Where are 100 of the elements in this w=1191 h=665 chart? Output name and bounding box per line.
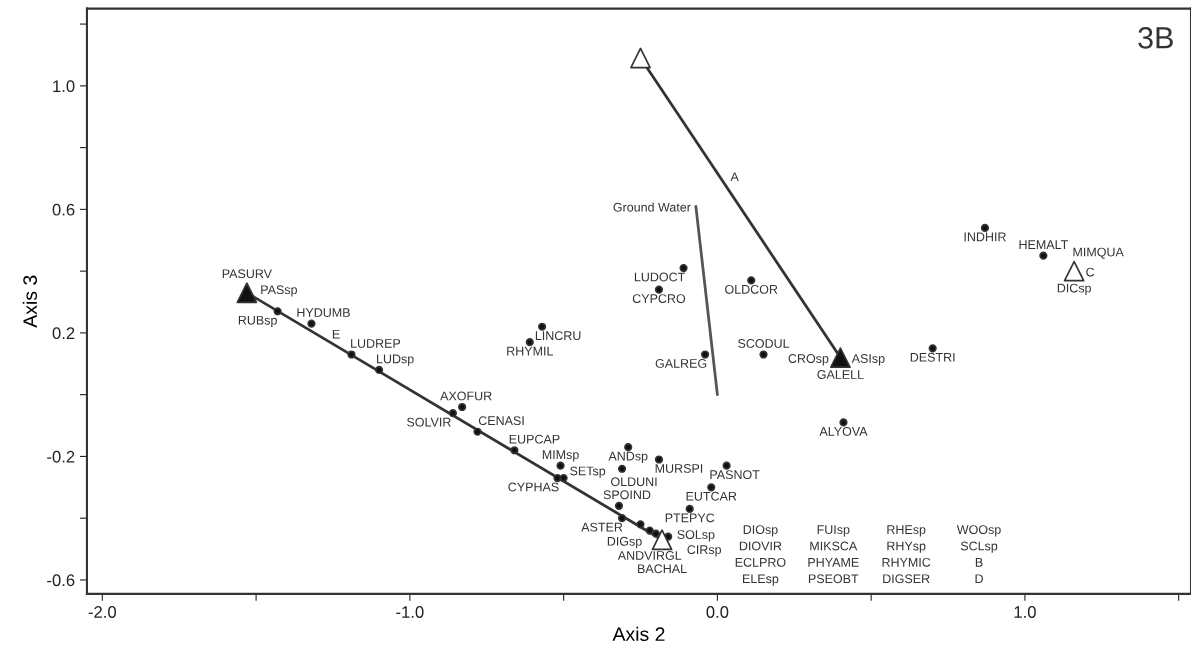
annotation: ASIsp — [851, 354, 885, 366]
annotation: FUIsp — [817, 525, 850, 537]
point — [473, 427, 482, 436]
y-tick-label: 0.2 — [52, 327, 75, 340]
y-tick-label: 1.0 — [53, 80, 75, 93]
annotation: AXOFUR — [440, 391, 492, 401]
annotation: CYPHAS — [508, 482, 559, 492]
point — [614, 501, 624, 510]
annotation: PHYAME — [808, 558, 859, 567]
annotation: DIGsp — [607, 536, 642, 549]
point — [1039, 251, 1048, 260]
point — [375, 365, 384, 375]
annotation: PTEPYC — [665, 513, 715, 523]
annotation: LUDREP — [351, 339, 401, 348]
annotation: HEMALT — [1019, 240, 1068, 249]
annotation: 3B — [1138, 27, 1173, 49]
y-tick-label: -0.6 — [47, 574, 75, 587]
annotation: ECLPRO — [735, 557, 786, 567]
annotation: ANDVIRGL — [617, 551, 682, 560]
point — [654, 285, 664, 294]
annotation: BACHAL — [638, 564, 687, 574]
point — [645, 526, 654, 535]
annotation: EUTCAR — [686, 491, 737, 501]
point — [747, 276, 756, 285]
annotation: DIGSER — [883, 574, 930, 584]
x-tick-label: 0.0 — [706, 606, 729, 618]
annotation: ALYOVA — [819, 426, 868, 436]
annotation: B — [975, 558, 983, 567]
point — [636, 520, 645, 529]
y-tick-label: -0.2 — [47, 450, 75, 463]
annotation: PASURV — [222, 269, 272, 279]
annotation: PSEOBT — [808, 574, 859, 584]
annotation: PASsp — [261, 285, 297, 297]
x-tick-label: -1.0 — [396, 606, 424, 618]
annotation: WOOsp — [956, 525, 1001, 537]
annotation: RUBsp — [238, 315, 277, 328]
annotation: ELEsp — [743, 574, 779, 586]
annotation: LINCRU — [535, 331, 581, 341]
annotation: D — [975, 574, 983, 584]
point — [553, 473, 562, 483]
point — [685, 504, 694, 514]
annotation: RHYsp — [887, 541, 926, 553]
point — [980, 223, 990, 232]
point — [654, 455, 664, 464]
point — [538, 322, 547, 331]
annotation: RHEsp — [887, 525, 926, 537]
annotation: DIOsp — [743, 525, 778, 537]
x-tick-label: -2.0 — [88, 606, 117, 618]
annotation: SCLsp — [960, 541, 998, 553]
annotation: Ground Water — [613, 202, 691, 212]
annotation: INDHIR — [964, 232, 1006, 242]
y-axis-title: Axis 3 — [22, 275, 38, 328]
annotation: PASNOT — [710, 470, 760, 480]
annotation: DESTRI — [910, 352, 955, 362]
annotation: CIRsp — [687, 545, 722, 557]
annotation: A — [730, 172, 739, 181]
point — [448, 409, 458, 418]
point — [839, 418, 848, 427]
annotation: SOLsp — [677, 530, 715, 542]
point — [679, 263, 688, 273]
annotation: RHYMIL — [507, 346, 553, 356]
point — [651, 529, 660, 538]
point — [458, 402, 467, 412]
annotation: ASTER — [581, 522, 623, 532]
annotation: C — [1086, 267, 1095, 277]
annotation: SPOIND — [603, 490, 651, 500]
annotation: DICsp — [1057, 283, 1091, 295]
annotation: LUDOCT — [634, 272, 685, 282]
annotation: HYDUMB — [297, 308, 350, 317]
annotation: OLDCOR — [725, 284, 778, 294]
point — [273, 307, 282, 316]
annotation: LUDsp — [377, 354, 414, 366]
annotation: CROsp — [788, 354, 829, 366]
annotation: SETsp — [570, 466, 606, 478]
point — [651, 529, 673, 551]
annotation: DIOVIR — [739, 541, 782, 551]
annotation: SOLVIR — [407, 417, 451, 427]
point — [236, 282, 258, 304]
point — [347, 350, 356, 359]
annotation: CENASI — [478, 416, 524, 426]
point — [510, 446, 519, 455]
annotation: EUPCAP — [509, 434, 560, 444]
y-tick-label: 0.6 — [52, 203, 75, 216]
annotation: MIKSCA — [810, 541, 858, 551]
x-tick-label: 1.0 — [1014, 606, 1036, 618]
point — [630, 47, 651, 69]
annotation: ANDsp — [608, 451, 648, 463]
annotation: CYPCRO — [632, 294, 686, 304]
annotation: E — [332, 329, 340, 339]
point — [617, 514, 627, 523]
point — [307, 319, 316, 328]
annotation: SCODUL — [738, 339, 790, 348]
annotation: OLDUNI — [611, 477, 657, 487]
point — [1063, 260, 1085, 282]
annotation: GALREG — [655, 359, 707, 368]
annotation: GALELL — [817, 370, 864, 379]
annotation: MIMQUA — [1073, 247, 1124, 259]
point — [830, 347, 851, 369]
annotation: MURSPI — [655, 464, 703, 473]
point — [700, 350, 710, 359]
